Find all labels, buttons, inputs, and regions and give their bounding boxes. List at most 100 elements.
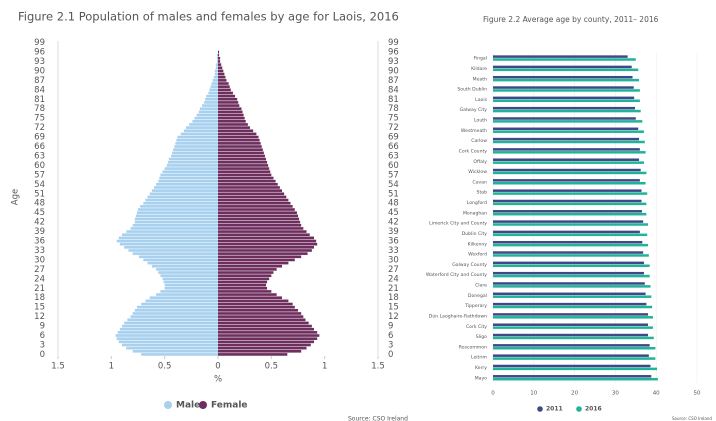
bar <box>218 277 270 281</box>
bar <box>132 223 218 227</box>
x-axis-label: % <box>214 375 222 385</box>
y-tick-label: 54 <box>34 180 45 190</box>
bar <box>115 334 218 337</box>
bar <box>218 110 243 114</box>
y-tick-label: 63 <box>388 151 399 161</box>
bar <box>122 324 218 328</box>
legend-label: 2016 <box>585 406 602 413</box>
chart-title: Figure 2.2 Average age by county, 2011– … <box>483 15 659 24</box>
y-tick-label: Kilkenny <box>468 241 488 247</box>
bar <box>135 214 218 218</box>
bar <box>218 208 295 211</box>
y-tick-label: Tipperary <box>464 303 487 309</box>
bar <box>493 212 647 216</box>
y-tick-label: 69 <box>388 133 399 143</box>
y-tick-label: Monaghan <box>463 210 487 216</box>
y-tick-label: 51 <box>34 189 45 199</box>
source: Source: CSO Ireland <box>348 416 408 421</box>
bar <box>218 201 291 205</box>
bar <box>147 261 218 265</box>
bar <box>493 68 639 72</box>
y-tick-label: 96 <box>388 48 399 58</box>
y-tick-label: 12 <box>388 312 399 322</box>
bar <box>218 302 293 306</box>
y-tick-label: 93 <box>34 57 45 67</box>
bar <box>218 164 269 167</box>
bar <box>493 302 647 306</box>
y-tick-label: 66 <box>388 142 399 152</box>
bar <box>159 176 218 180</box>
y-tick-label: 33 <box>34 246 45 256</box>
bar <box>218 349 302 353</box>
bar <box>163 280 218 284</box>
y-tick-label: 48 <box>388 199 399 209</box>
bar <box>218 135 259 139</box>
bar <box>493 148 640 151</box>
y-tick-label: 30 <box>388 255 399 265</box>
y-tick-label: Dún Laoghaire-Rathdown <box>429 312 487 319</box>
bar <box>493 282 645 285</box>
y-tick-label: 9 <box>40 322 45 332</box>
bar <box>218 69 224 73</box>
x-tick-label: 1 <box>322 362 327 372</box>
bar <box>136 211 218 214</box>
bar <box>493 274 650 278</box>
bar <box>218 249 312 252</box>
bar <box>204 101 218 104</box>
bar <box>218 286 268 290</box>
y-tick-label: Meath <box>473 76 487 82</box>
bar <box>493 192 648 195</box>
legend-swatch <box>199 401 207 409</box>
bar <box>218 315 304 318</box>
bar <box>132 312 218 315</box>
bar <box>166 164 218 167</box>
bar <box>218 157 266 161</box>
bar <box>493 223 649 226</box>
y-tick-label: 57 <box>388 170 399 180</box>
y-tick-label: 81 <box>34 95 45 105</box>
bar <box>119 327 218 331</box>
chart-title: Figure 2.1 Population of males and femal… <box>18 10 399 24</box>
y-tick-label: 87 <box>388 76 399 86</box>
bar <box>493 292 646 296</box>
bar <box>186 126 218 129</box>
bar <box>174 145 218 148</box>
bar <box>218 148 263 151</box>
bar <box>218 192 285 196</box>
bar <box>160 290 218 293</box>
bar <box>122 343 218 347</box>
bar <box>212 79 218 82</box>
bar <box>118 236 218 240</box>
y-tick-label: 30 <box>34 255 45 265</box>
bar <box>218 261 289 265</box>
y-tick-label: 21 <box>34 284 45 294</box>
bar <box>164 167 218 170</box>
bar <box>198 110 218 114</box>
bar <box>134 309 218 312</box>
y-tick-label: 72 <box>388 123 399 133</box>
bar <box>216 53 218 57</box>
y-tick-label: 84 <box>388 85 399 95</box>
bar <box>218 101 239 104</box>
bar <box>218 97 238 101</box>
bar <box>117 331 218 334</box>
bar <box>493 326 653 329</box>
bar <box>218 205 293 208</box>
y-tick-label: 6 <box>40 331 45 341</box>
bar <box>134 217 218 221</box>
y-tick-label: 51 <box>388 189 399 199</box>
y-tick-label: 12 <box>34 312 45 322</box>
bar <box>210 85 218 88</box>
y-tick-label: Louth <box>474 118 487 124</box>
bar <box>493 161 644 164</box>
bar <box>218 63 222 66</box>
bar <box>493 364 651 368</box>
bar <box>493 120 643 123</box>
bar <box>164 283 218 287</box>
y-axis-label: Age <box>11 189 21 205</box>
bar <box>218 331 318 334</box>
y-tick-label: Fingal <box>473 56 487 62</box>
bar <box>493 367 658 371</box>
y-tick-label: 0 <box>40 350 45 360</box>
x-tick-label: 0.5 <box>265 362 279 372</box>
